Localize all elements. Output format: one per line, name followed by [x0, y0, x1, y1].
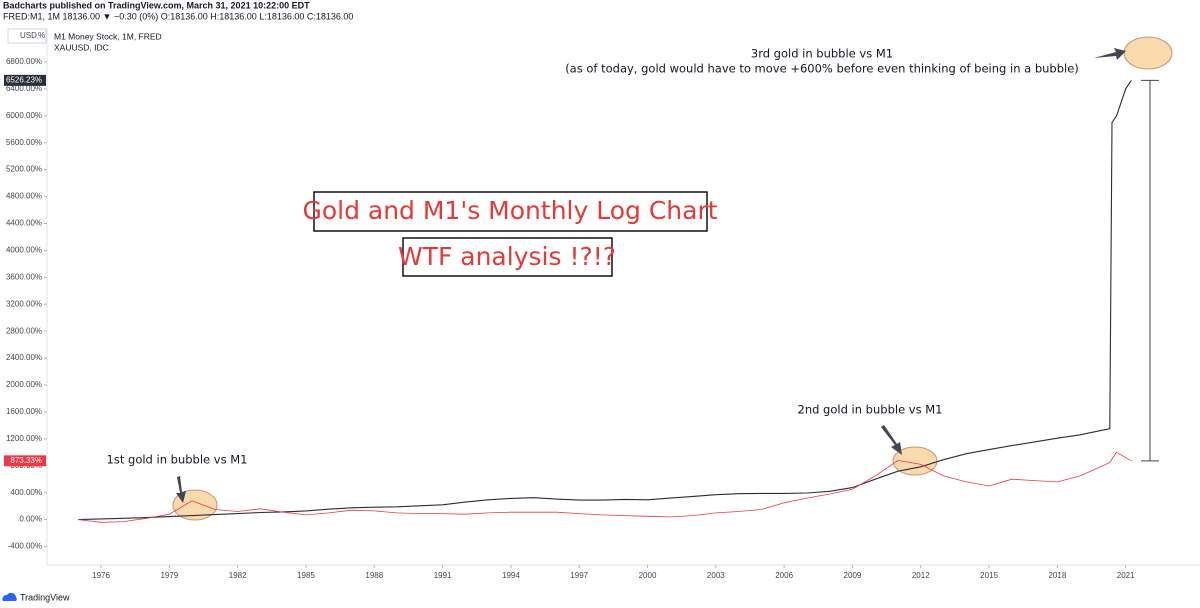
title-box	[313, 191, 708, 232]
y-tick-label: 1600.00%	[6, 407, 42, 416]
annotation: 2nd gold in bubble vs M1	[798, 403, 943, 417]
arrow	[176, 476, 186, 503]
y-tick-label: 4800.00%	[6, 192, 42, 201]
y-tick-label: 4400.00%	[6, 219, 42, 228]
logo-icon	[2, 592, 17, 601]
x-tick-label: 1997	[570, 571, 588, 580]
y-tick-label: 6400.00%	[6, 84, 42, 93]
y-tick-label: 5600.00%	[6, 138, 42, 147]
x-tick-label: 1979	[160, 571, 178, 580]
x-tick-label: 2006	[775, 571, 793, 580]
series-line	[78, 451, 1132, 523]
x-tick-label: 1982	[229, 571, 247, 580]
subtitle-box	[402, 237, 613, 277]
y-tick-label: -400.00%	[8, 542, 42, 551]
arrow	[881, 425, 902, 455]
chart-subtitle: WTF analysis !?!?	[398, 242, 616, 271]
y-tick-label: 0.00%	[19, 515, 42, 524]
x-tick-label: 2003	[707, 571, 725, 580]
scale-mode: %	[38, 31, 45, 40]
currency: USD	[20, 31, 37, 40]
y-tick-label: 3600.00%	[6, 272, 42, 281]
price-tag	[4, 74, 46, 86]
brand: TradingView	[20, 592, 70, 602]
price-tag-label: 6526.23%	[6, 75, 42, 84]
publisher-line: Badcharts published on TradingView.com, …	[3, 0, 310, 10]
currency-box	[7, 28, 47, 44]
y-tick-label: 2400.00%	[6, 353, 42, 362]
symbol-line: FRED:M1, 1M 18136.00 ▼ −0.30 (0%) O:1813…	[3, 11, 353, 21]
x-tick-label: 2015	[980, 571, 998, 580]
highlight-ellipse	[892, 446, 938, 476]
annotation: (as of today, gold would have to move +6…	[565, 62, 1079, 76]
x-tick-label: 1976	[92, 571, 110, 580]
y-tick-label: 5200.00%	[6, 165, 42, 174]
y-tick-label: 400.00%	[10, 488, 42, 497]
x-tick-label: 1985	[297, 571, 315, 580]
legend-entry: M1 Money Stock, 1M, FRED	[54, 31, 162, 41]
y-tick-label: 4000.00%	[6, 245, 42, 254]
x-tick-label: 2021	[1117, 571, 1135, 580]
chart-title: Gold and M1's Monthly Log Chart	[302, 196, 717, 225]
tradingview-logo: TradingView	[2, 592, 70, 602]
annotation: 1st gold in bubble vs M1	[107, 453, 248, 467]
y-tick-label: 2000.00%	[6, 380, 42, 389]
x-tick-label: 1994	[502, 571, 520, 580]
y-tick-label: 6800.00%	[6, 57, 42, 66]
arrows	[176, 48, 1126, 503]
x-tick-label: 2018	[1048, 571, 1066, 580]
y-tick-label: 2800.00%	[6, 326, 42, 335]
x-tick-label: 2012	[912, 571, 930, 580]
legend-entry: XAUUSD, IDC	[54, 42, 109, 52]
x-tick-label: 1988	[365, 571, 383, 580]
series-line	[78, 79, 1132, 521]
y-tick-label: 6000.00%	[6, 111, 42, 120]
x-tick-label: 2000	[639, 571, 657, 580]
x-tick-label: 2009	[844, 571, 862, 580]
highlight-ellipse	[1123, 36, 1173, 70]
x-tick-label: 1991	[434, 571, 452, 580]
y-tick-label: 1200.00%	[6, 434, 42, 443]
annotation: 3rd gold in bubble vs M1	[751, 47, 893, 61]
y-tick-label: 3200.00%	[6, 299, 42, 308]
price-tag	[4, 455, 46, 467]
arrow	[1094, 48, 1126, 60]
price-tag-label: 873.33%	[10, 456, 42, 465]
